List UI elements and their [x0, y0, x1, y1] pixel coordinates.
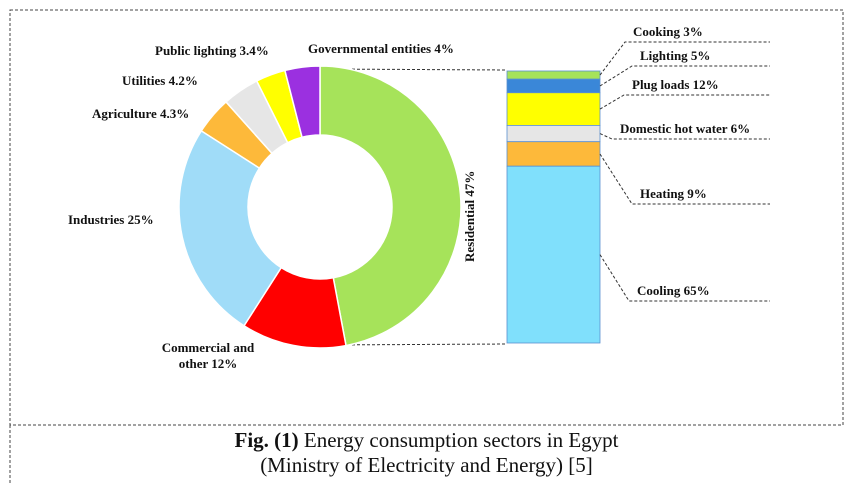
caption-line: Fig. (1) Energy consumption sectors in E…	[0, 428, 853, 453]
data-label: Governmental entities 4%	[308, 41, 454, 56]
data-label: Agriculture 4.3%	[92, 106, 190, 121]
bar-segment	[506, 78, 601, 94]
leader-line	[599, 41, 770, 76]
data-label: Lighting 5%	[640, 48, 711, 63]
data-label: Domestic hot water 6%	[620, 121, 751, 136]
bar-segment	[506, 141, 601, 167]
data-label: Cooling 65%	[637, 283, 710, 298]
data-label: Commercial and other 12%	[161, 340, 255, 371]
data-label: Heating 9%	[640, 186, 707, 201]
caption-label: Fig. (1)	[234, 428, 299, 452]
data-label: Cooking 3%	[633, 24, 703, 39]
bar-segment	[506, 92, 601, 126]
data-label: Utilities 4.2%	[122, 73, 198, 88]
data-label: Public lighting 3.4%	[155, 43, 269, 58]
data-label: Industries 25%	[68, 212, 154, 227]
bar-segment	[506, 70, 601, 80]
data-label: Plug loads 12%	[632, 77, 719, 92]
pie-slice	[283, 65, 321, 139]
bar-segment	[506, 165, 601, 344]
caption-source: (Ministry of Electricity and Energy) [5]	[260, 453, 593, 477]
leader-line	[599, 65, 770, 87]
residential-label: Residential 47%	[462, 170, 477, 262]
pie-slice	[319, 65, 462, 347]
bar-segment	[506, 125, 601, 143]
caption-text: Energy consumption sectors in Egypt	[303, 428, 619, 452]
leader-line	[599, 153, 770, 205]
pie-slice	[178, 129, 283, 327]
frame	[9, 9, 844, 426]
leader-line	[599, 94, 770, 110]
